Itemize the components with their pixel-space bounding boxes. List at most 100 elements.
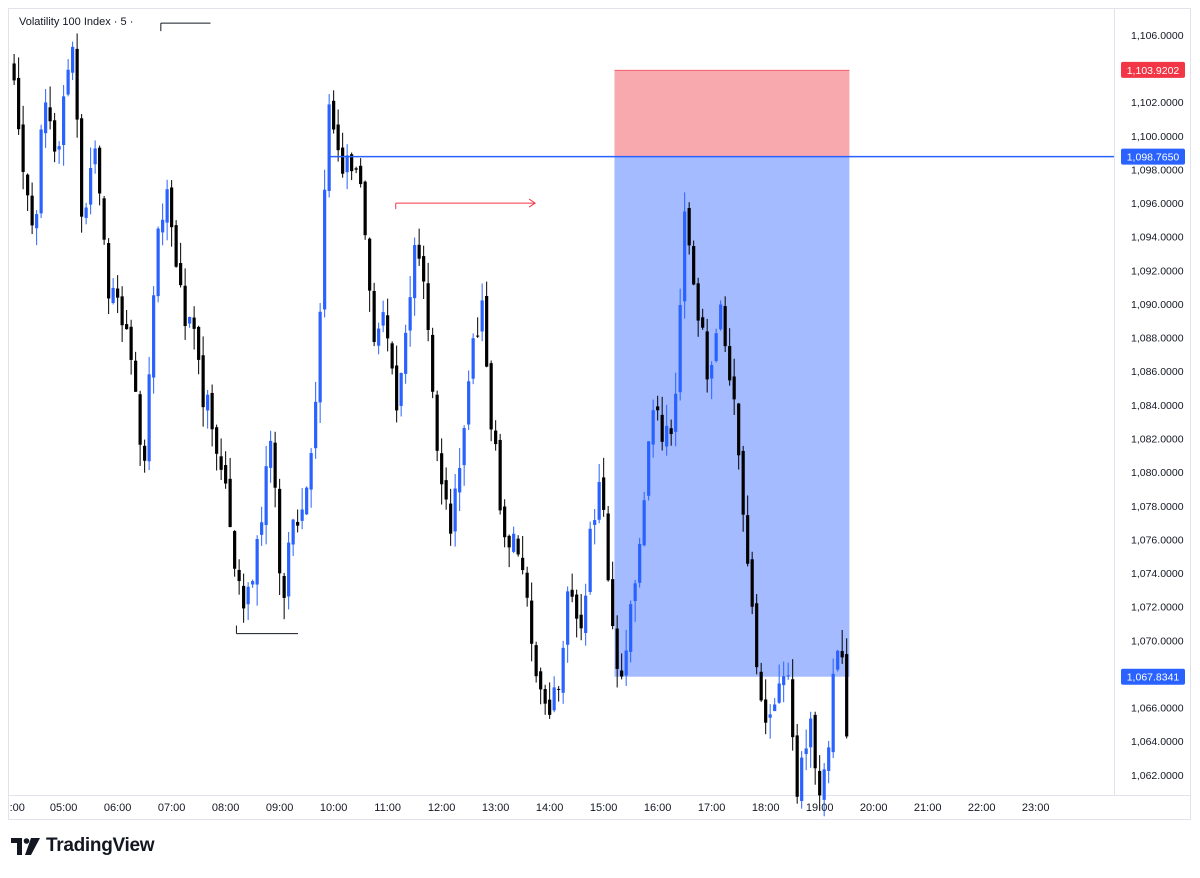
candle-body <box>170 187 174 228</box>
candle-body <box>314 401 318 449</box>
candle-body <box>368 238 372 291</box>
candle-body <box>750 559 754 607</box>
candle-body <box>102 198 106 240</box>
x-tick-label: :00 <box>10 802 25 814</box>
candle-body <box>116 288 120 298</box>
candle-body <box>260 522 264 535</box>
candle-body <box>723 306 727 347</box>
candle-body <box>831 673 835 753</box>
candle-body <box>777 683 781 703</box>
candle-body <box>840 651 844 658</box>
candle-body <box>323 189 327 310</box>
candle-body <box>404 332 408 374</box>
candle-body <box>611 579 615 627</box>
candle-body <box>192 317 196 329</box>
candle-body <box>606 513 610 581</box>
candle-body <box>269 440 273 468</box>
candle-body <box>804 748 808 755</box>
candle-body <box>350 154 354 172</box>
candle-body <box>408 297 412 331</box>
candle-body <box>773 704 777 712</box>
candle-body <box>53 120 57 152</box>
x-tick-label: 12:00 <box>428 802 456 814</box>
candle-body <box>512 533 516 552</box>
candle-body <box>233 531 237 569</box>
stop-price-tag-label: 1,103.9202 <box>1127 65 1180 77</box>
candle-body <box>444 480 448 500</box>
candle-body <box>143 445 147 461</box>
y-tick-label: 1,094.0000 <box>1131 232 1184 244</box>
candle-body <box>156 228 160 297</box>
candle-body <box>719 304 723 330</box>
candle-body <box>615 628 619 669</box>
candle-body <box>467 381 471 425</box>
candle-body <box>219 456 223 470</box>
candle-body <box>638 543 642 583</box>
x-tick-label: 13:00 <box>482 802 510 814</box>
candle-body <box>584 595 588 634</box>
y-tick-label: 1,092.0000 <box>1131 265 1184 277</box>
y-tick-label: 1,072.0000 <box>1131 602 1184 614</box>
candle-body <box>107 243 111 299</box>
candle-body <box>498 439 502 511</box>
candle-body <box>525 572 529 598</box>
symbol-legend[interactable]: Volatility 100 Index · 5 · <box>16 15 137 29</box>
legend-interval: 5 <box>120 16 127 28</box>
candle-body <box>462 428 466 466</box>
candle-body <box>426 283 430 330</box>
candle-body <box>557 688 561 690</box>
candle-body <box>687 208 691 246</box>
candle-body <box>620 670 624 677</box>
candle-body <box>282 575 286 598</box>
y-tick-label: 1,066.0000 <box>1131 703 1184 715</box>
candle-body <box>629 604 633 652</box>
candle-body <box>669 428 673 435</box>
candle-body <box>35 214 39 229</box>
chart-frame <box>8 8 1191 820</box>
candle-body <box>372 290 376 342</box>
candle-body <box>129 326 133 360</box>
candle-body <box>417 244 421 259</box>
candle-body <box>741 450 745 515</box>
candle-body <box>165 189 169 223</box>
x-tick-label: 05:00 <box>50 802 78 814</box>
candle-body <box>341 147 345 174</box>
candle-body <box>431 334 435 392</box>
candle-body <box>251 581 255 585</box>
candle-body <box>291 519 295 545</box>
candle-body <box>732 376 736 400</box>
candle-body <box>521 557 525 571</box>
candle-body <box>678 305 682 393</box>
candle-body <box>287 542 291 597</box>
candle-body <box>413 245 417 299</box>
candle-body <box>795 735 799 797</box>
candle-body <box>197 326 201 360</box>
candle-body <box>242 585 246 609</box>
candle-body <box>98 147 102 194</box>
y-tick-label: 1,082.0000 <box>1131 433 1184 445</box>
candle-body <box>575 594 579 619</box>
take-profit-zone <box>614 156 850 677</box>
candle-body <box>485 295 489 367</box>
stop-price-tag <box>1121 61 1185 78</box>
candle-body <box>300 509 304 521</box>
x-tick-label: 09:00 <box>266 802 294 814</box>
candle-body <box>642 500 646 546</box>
candle-body <box>237 569 241 582</box>
candle-body <box>66 69 70 95</box>
candle-body <box>309 453 313 490</box>
y-tick-label: 1,098.0000 <box>1131 164 1184 176</box>
arrow-head <box>528 198 536 208</box>
x-tick-label: 07:00 <box>158 802 186 814</box>
tradingview-brand[interactable]: TradingView <box>11 835 155 857</box>
candle-body <box>489 363 493 430</box>
x-tick-label: 10:00 <box>320 802 348 814</box>
x-tick-label: 17:00 <box>698 802 726 814</box>
candle-body <box>656 406 660 411</box>
candle-body <box>471 338 475 379</box>
candle-body <box>327 104 331 191</box>
candle-body <box>800 757 804 801</box>
candle-body <box>26 174 30 196</box>
